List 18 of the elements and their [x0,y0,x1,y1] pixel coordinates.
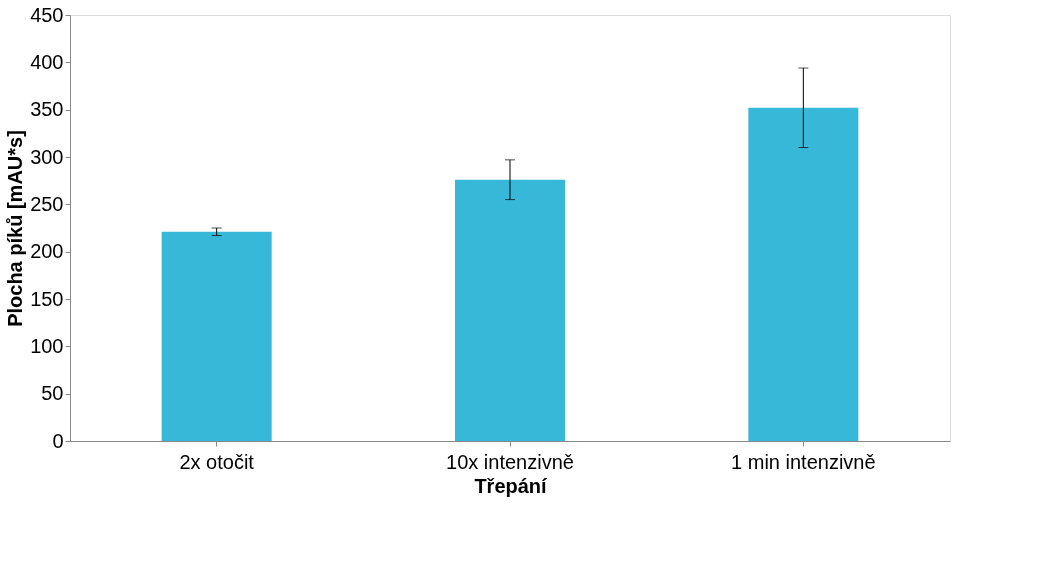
y-tick-label: 50 [41,382,64,405]
y-tick-label: 300 [30,145,64,168]
x-axis-title: Třepání [474,474,549,497]
bar [161,231,272,441]
y-tick-label: 400 [30,50,64,73]
y-tick-label: 0 [52,429,64,452]
y-tick-label: 100 [30,334,64,357]
y-tick-label: 450 [30,3,64,26]
x-tick-label: 2x otočit [179,450,255,473]
y-tick-label: 150 [30,287,64,310]
x-tick-label: 10x intenzivně [446,450,574,473]
y-tick-label: 200 [30,240,64,263]
y-axis-title: Plocha píků [mAU*s] [4,130,27,327]
y-tick-label: 350 [30,98,64,121]
y-tick-label: 250 [30,192,64,215]
bar [748,107,859,441]
x-tick-label: 1 min intenzivně [731,450,876,473]
bar [455,179,565,441]
